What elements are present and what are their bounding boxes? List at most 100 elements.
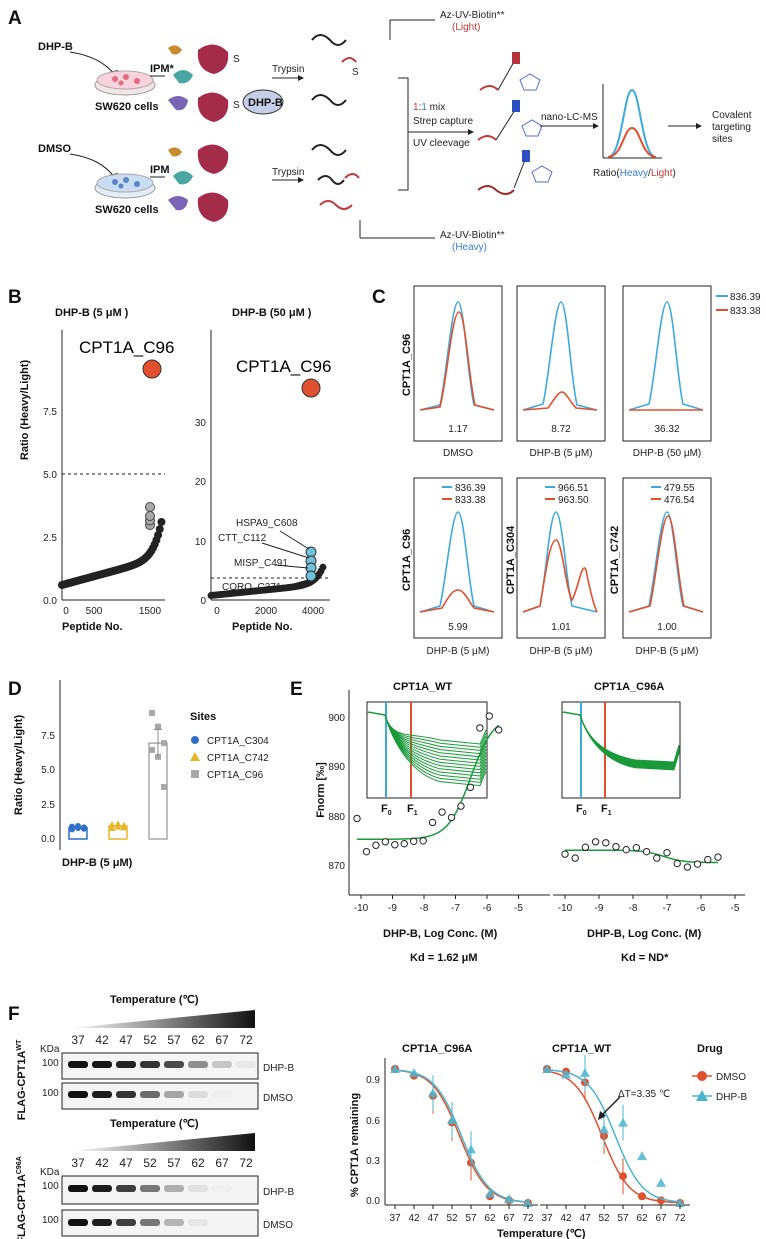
f-temp-label: 52: [143, 1033, 157, 1047]
f-ytick: 0.6: [366, 1116, 380, 1127]
cell-dish-bottom: [94, 173, 156, 199]
e-xtick: -9: [388, 903, 397, 914]
panel-label-c: C: [372, 287, 386, 308]
e-point-wt: [457, 802, 465, 810]
e-point-wt: [419, 837, 427, 845]
f-xtick: 57: [465, 1213, 477, 1224]
e-point-wt: [381, 838, 390, 846]
d-point: [69, 823, 75, 830]
e-xtick: -5: [514, 903, 523, 914]
f-temp-label: 72: [239, 1156, 253, 1170]
d-legend-item: CPT1A_C742: [207, 753, 269, 764]
f-band: [68, 1185, 88, 1192]
d-point: [120, 823, 128, 831]
e-point-c96a: [663, 848, 671, 857]
f-xtick: 37: [389, 1213, 401, 1224]
c-box: [622, 285, 712, 442]
peptides-top: [311, 34, 357, 106]
thiol-s: S: [233, 54, 240, 65]
f-temp-ramp-mut: [70, 1133, 255, 1151]
c-ylabel-top: CPT1A_C96: [401, 334, 413, 396]
panel-label-e: E: [290, 679, 303, 700]
arrow-dmso: [69, 153, 116, 179]
f-xlabel: Temperature (℃): [497, 1228, 586, 1239]
b-xlabel-right: Peptide No.: [232, 621, 293, 633]
f-temp-label: 62: [191, 1156, 205, 1170]
covalent-3: sites: [712, 134, 733, 145]
thiol-s: S: [233, 100, 240, 111]
f-band: [212, 1091, 232, 1098]
az-heavy-1: Az-UV-Biotin**: [440, 230, 505, 241]
b-label-coro: CORO_C371: [222, 582, 282, 593]
f-point-dhpb: [485, 1188, 495, 1198]
f-band: [92, 1219, 112, 1226]
ms-inset: [602, 84, 662, 159]
e-kin-trace: [367, 711, 487, 787]
f-legend-dmso: DMSO: [716, 1072, 746, 1083]
bracket: [398, 77, 409, 191]
b-left-xticks: 0 500 1500: [63, 606, 161, 617]
f-yticks: 0.0 0.3 0.6 0.9: [366, 1075, 380, 1207]
e-point-c96a: [704, 855, 712, 864]
d-point: [114, 820, 122, 827]
c-top-value: 36.32: [654, 424, 679, 435]
e-ytick: 870: [328, 861, 345, 872]
f-plot-title-left: CPT1A_C96A: [402, 1043, 472, 1055]
f-temp-label: 42: [95, 1156, 109, 1170]
e-xtick: -9: [595, 903, 604, 914]
e-fit-wt: [357, 724, 500, 841]
e-f1-left: F1: [407, 803, 418, 817]
f-ylabel: % CPT1A remaining: [349, 1093, 361, 1197]
f-xtick: 57: [617, 1213, 629, 1224]
cells-label-top: SW620 cells: [95, 101, 159, 113]
e-xtick: -5: [731, 903, 740, 914]
d-legend-item: CPT1A_C96: [207, 770, 264, 781]
f-band: [140, 1091, 160, 1098]
f-xtick: 47: [427, 1213, 439, 1224]
b-right-xtick: 2000: [255, 606, 278, 617]
e-point-c96a: [642, 847, 651, 856]
d-point: [149, 746, 155, 753]
e-f0-left: F0: [381, 803, 392, 817]
strep-label: Strep capture: [413, 116, 473, 127]
f-band: [164, 1091, 184, 1098]
b-title-left: DHP-B (5 μM ): [55, 307, 129, 319]
b-left-ytick: 7.5: [43, 407, 57, 418]
e-point-c96a: [683, 863, 692, 871]
f-band: [164, 1219, 184, 1226]
b-right-xtick: 0: [214, 606, 220, 617]
c-ylabel-b1: CPT1A_C96: [401, 529, 413, 591]
e-point-wt: [410, 837, 418, 845]
b-right-highlight: [301, 378, 321, 398]
c-box: [413, 285, 503, 442]
e-xtick: -6: [483, 903, 492, 914]
f-temp-label: 57: [167, 1156, 181, 1170]
f-temp-label: 67: [215, 1033, 229, 1047]
c-b2-legend: 966.51: [558, 483, 589, 494]
b-left-ytick: 2.5: [43, 533, 57, 544]
e-point-c96a: [571, 854, 579, 862]
panel-label-b: B: [8, 287, 22, 308]
e-xlabel-left: DHP-B, Log Conc. (M): [383, 928, 498, 940]
e-ytick: 900: [328, 713, 345, 724]
f-xtick: 62: [484, 1213, 496, 1224]
e-point-wt: [447, 813, 456, 822]
e-point-c96a: [561, 850, 569, 858]
b-left-ytick: 5.0: [43, 470, 57, 481]
e-points: [353, 712, 722, 871]
f-xticks: 37 42 47 52 57 62 67 72 37 42 47 52 57 62 67 72: [389, 1205, 686, 1224]
f-temp-label: 37: [71, 1156, 85, 1170]
d-point: [161, 740, 167, 747]
f-temp-ramp-wt: [70, 1010, 255, 1028]
f-band: [92, 1185, 112, 1192]
f-temp-labels-wt: 37 42 47 52 57 62 67 72: [71, 1033, 253, 1047]
e-axes: [348, 690, 745, 896]
f-temp-title-wt: Temperature (℃): [110, 994, 199, 1006]
f-temp-label: 62: [191, 1033, 205, 1047]
b-left-point-grey: [145, 511, 155, 521]
e-point-wt: [476, 724, 484, 732]
c-box: [516, 285, 606, 442]
f-kda-wt: KDa: [40, 1044, 60, 1055]
panel-label-a: A: [8, 8, 22, 29]
mix-label: 1:1 mix: [413, 102, 445, 113]
